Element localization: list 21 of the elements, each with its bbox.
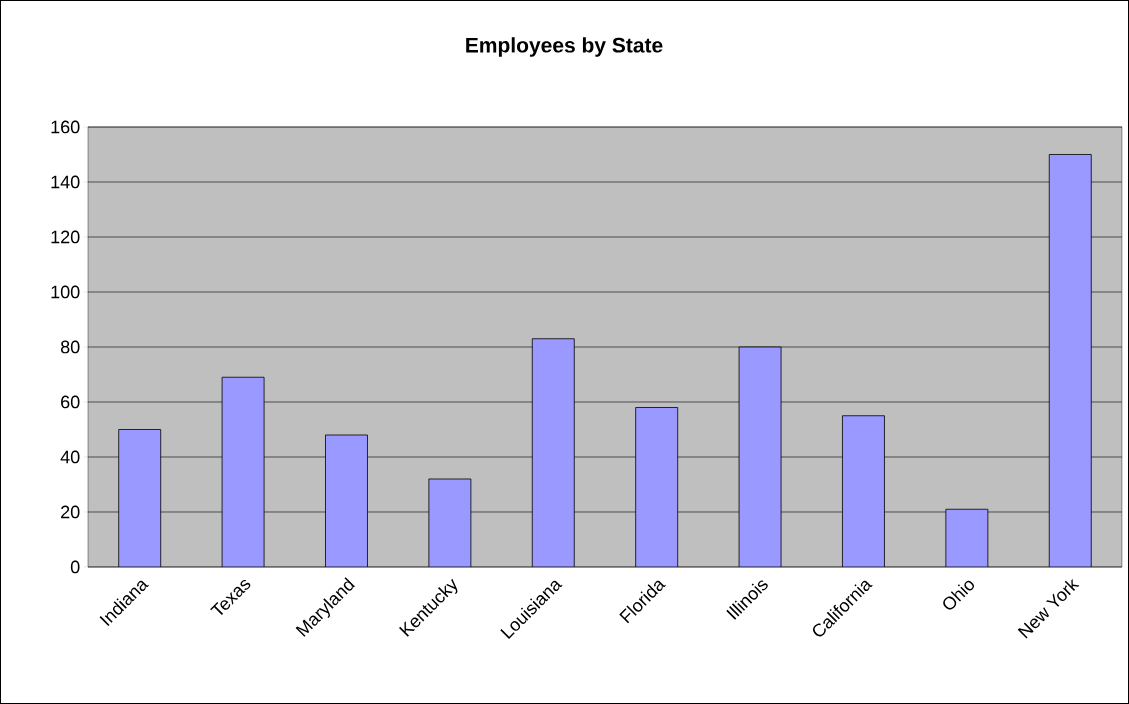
y-tick-label: 140: [51, 175, 80, 189]
bar: [738, 346, 782, 567]
y-tick-label: 160: [51, 120, 80, 134]
y-tick-label: 80: [60, 340, 80, 354]
bar: [1048, 154, 1092, 567]
y-tick-label: 120: [51, 230, 80, 244]
bar: [531, 338, 575, 567]
bar: [221, 376, 265, 567]
chart-title: Employees by State: [466, 37, 663, 57]
y-tick-label: 40: [60, 450, 80, 464]
bar: [325, 434, 368, 567]
bar: [945, 508, 989, 567]
bar: [842, 415, 885, 567]
y-tick-label: 60: [61, 395, 80, 409]
x-tick-label: Ohio: [943, 580, 975, 610]
bar: [428, 478, 472, 567]
y-tick-label: 20: [61, 505, 80, 519]
bar: [635, 407, 679, 567]
y-tick-label: 0: [70, 560, 80, 574]
y-tick-label: 100: [51, 285, 80, 299]
bar: [118, 429, 162, 567]
